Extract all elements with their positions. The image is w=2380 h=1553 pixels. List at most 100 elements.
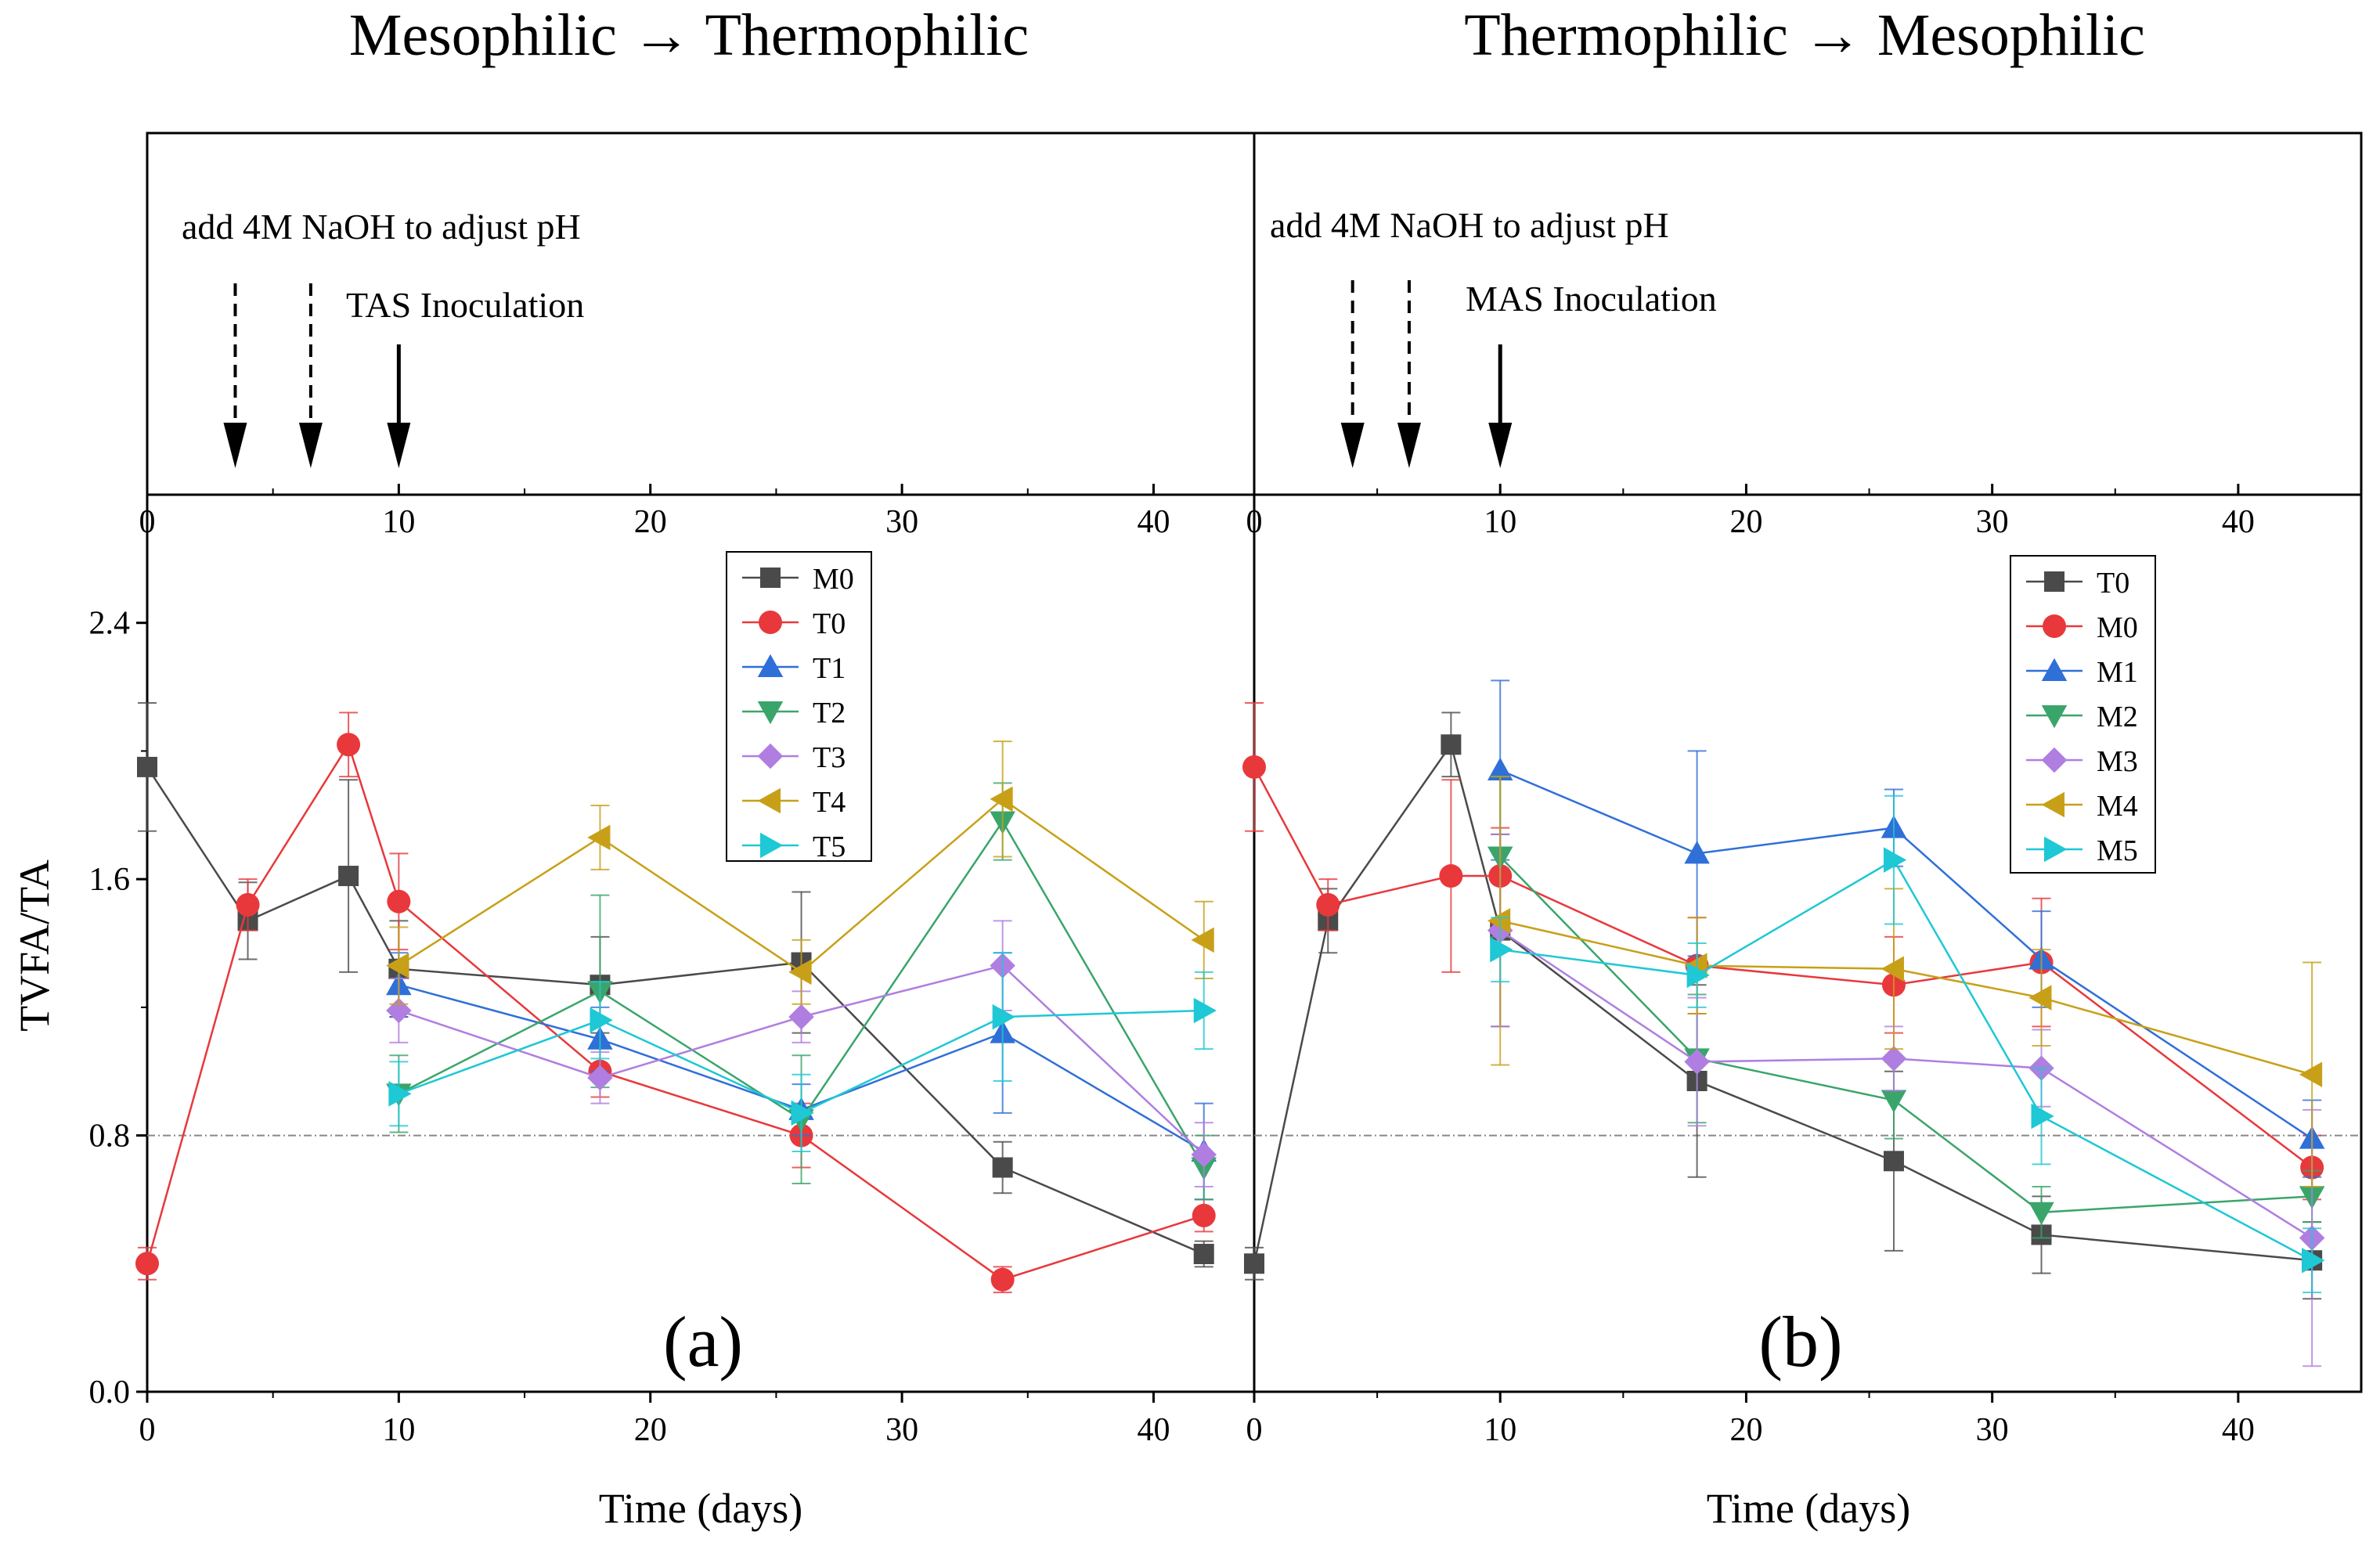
- data-point-M5: [2302, 1247, 2325, 1274]
- data-point-T4: [386, 953, 409, 978]
- data-point-T5: [388, 1081, 412, 1107]
- x-tick-label-top: 20: [1729, 504, 1762, 540]
- data-point-M0: [1193, 1244, 1214, 1265]
- legend-label: M4: [2097, 790, 2138, 823]
- data-point-M2: [2028, 1202, 2054, 1226]
- legend-label: M1: [2097, 656, 2138, 689]
- legend-marker-T0: [2044, 571, 2064, 592]
- data-point-T4: [990, 786, 1013, 813]
- data-point-T5: [992, 1004, 1015, 1030]
- x-tick-label-top: 10: [1484, 504, 1516, 540]
- legend-marker-M2: [2041, 705, 2068, 729]
- x-tick-label-bottom: 10: [382, 1412, 415, 1448]
- data-point-M5: [1883, 847, 1907, 873]
- legend-marker-T1: [757, 654, 784, 677]
- legend-label: T2: [813, 697, 846, 730]
- x-tick-label-top: 0: [139, 504, 156, 540]
- series-line: [1499, 929, 2313, 1239]
- legend-marker-M5: [2044, 836, 2068, 863]
- x-axis-label-b: Time (days): [1707, 1485, 1911, 1532]
- legend-a: M0 T0 T1 T2 T3 T4 T5: [726, 551, 872, 863]
- series-line: [1253, 742, 2313, 1264]
- series-line: [1499, 920, 2313, 1076]
- data-point-M3: [1684, 1049, 1710, 1075]
- x-tick-label-bottom: 20: [634, 1412, 667, 1448]
- series-b-M0: [1242, 702, 2324, 1201]
- panel-a-plot: 0 0 10 10 20 20 30 30 40 40 0.0 0.8 1.6 2.4: [89, 283, 1254, 1448]
- legend-label: M0: [813, 563, 854, 596]
- data-point-M5: [1490, 936, 1513, 963]
- legend-marker-M0: [760, 568, 781, 588]
- legend-marker-M0: [2043, 614, 2066, 638]
- panel-label-a: (a): [663, 1302, 743, 1382]
- data-point-T0: [1883, 1151, 1904, 1172]
- x-tick-label-top: 20: [634, 504, 667, 540]
- panel-b-plot: 0 0 10 10 20 20 30 30 40 40: [1242, 280, 2361, 1448]
- legend-a-frame: [726, 551, 872, 862]
- legend-marker-M4: [2041, 791, 2064, 818]
- dashed-arrow-head: [223, 423, 247, 468]
- legend-marker-T4: [757, 787, 781, 814]
- data-point-T4: [587, 824, 611, 851]
- legend-marker-M1: [2041, 658, 2068, 681]
- data-point-M1: [1487, 757, 1513, 780]
- legend-marker-T2: [757, 701, 784, 725]
- x-axis-label-a: Time (days): [599, 1485, 803, 1532]
- x-tick-label-bottom: 0: [139, 1412, 156, 1448]
- data-point-T0: [1441, 734, 1462, 755]
- data-point-T3: [788, 1004, 814, 1030]
- data-point-T4: [788, 959, 812, 985]
- series-a-T4: [386, 740, 1214, 1005]
- data-point-M4: [2028, 985, 2052, 1011]
- data-point-T5: [1193, 997, 1217, 1024]
- series-b-T0: [1244, 712, 2323, 1300]
- annotation-box-right: [1253, 132, 2363, 496]
- solid-arrow-head: [387, 423, 411, 468]
- data-point-T0: [337, 733, 361, 757]
- data-point-T0: [236, 892, 260, 917]
- y-tick-label: 2.4: [89, 606, 131, 642]
- legend-marker-M3: [2041, 747, 2068, 773]
- series-line: [1253, 766, 2313, 1169]
- legend-b: T0 M0 M1 M2 M3 M4 M5: [2010, 555, 2156, 874]
- title-right: Thermophilic → Mesophilic: [1464, 2, 2145, 68]
- x-tick-label-top: 10: [382, 504, 415, 540]
- data-point-T5: [791, 1100, 814, 1126]
- x-tick-label-top: 30: [1976, 504, 2009, 540]
- annotation-inoculation-right: MAS Inoculation: [1466, 279, 1717, 319]
- x-tick-label-bottom: 40: [1137, 1412, 1170, 1448]
- series-b-M4: [1487, 776, 2323, 1188]
- data-point-M3: [1881, 1046, 1907, 1072]
- data-point-M1: [1684, 841, 1710, 864]
- solid-arrow-head: [1488, 423, 1513, 468]
- series-line: [1499, 769, 2313, 1140]
- annotation-inoculation-left: TAS Inoculation: [346, 285, 584, 325]
- legend-label: T5: [813, 831, 846, 863]
- series-line: [146, 742, 1205, 1281]
- data-point-M0: [338, 866, 359, 887]
- series-a-M0: [137, 702, 1214, 1268]
- panel-label-b: (b): [1758, 1302, 1842, 1382]
- series-b-M2: [1487, 776, 2325, 1239]
- legend-marker-T5: [760, 832, 784, 859]
- annotation-ph-left: add 4M NaOH to adjust pH: [182, 207, 581, 247]
- data-point-M2: [1881, 1090, 1907, 1113]
- data-point-M5: [2031, 1103, 2054, 1130]
- data-point-M0: [137, 756, 157, 777]
- legend-label: M2: [2097, 701, 2138, 733]
- data-point-M4: [1881, 956, 1904, 982]
- data-point-M4: [1487, 908, 1511, 934]
- data-point-M0: [1242, 755, 1266, 779]
- dashed-arrow-head: [1340, 423, 1365, 468]
- data-point-M5: [1686, 962, 1710, 989]
- series-a-T5: [388, 952, 1217, 1153]
- legend-label: T4: [813, 786, 846, 819]
- data-point-M4: [2299, 1061, 2323, 1088]
- series-b-M5: [1490, 795, 2325, 1294]
- data-point-M0: [1439, 864, 1463, 888]
- annotation-ph-right: add 4M NaOH to adjust pH: [1270, 205, 1669, 245]
- data-point-T5: [590, 1007, 613, 1033]
- x-tick-label-top: 30: [885, 504, 918, 540]
- dashed-arrow-head: [298, 423, 323, 468]
